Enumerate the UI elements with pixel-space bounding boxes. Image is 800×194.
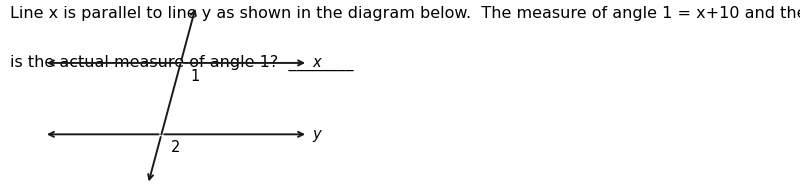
Text: is the actual measure of angle 1?  ________: is the actual measure of angle 1? ______… bbox=[10, 54, 354, 71]
Text: 1: 1 bbox=[190, 69, 199, 84]
Text: y: y bbox=[312, 127, 321, 142]
Text: Line x is parallel to line y as shown in the diagram below.  The measure of angl: Line x is parallel to line y as shown in… bbox=[10, 6, 800, 21]
Text: x: x bbox=[312, 55, 321, 70]
Text: 2: 2 bbox=[171, 140, 181, 155]
